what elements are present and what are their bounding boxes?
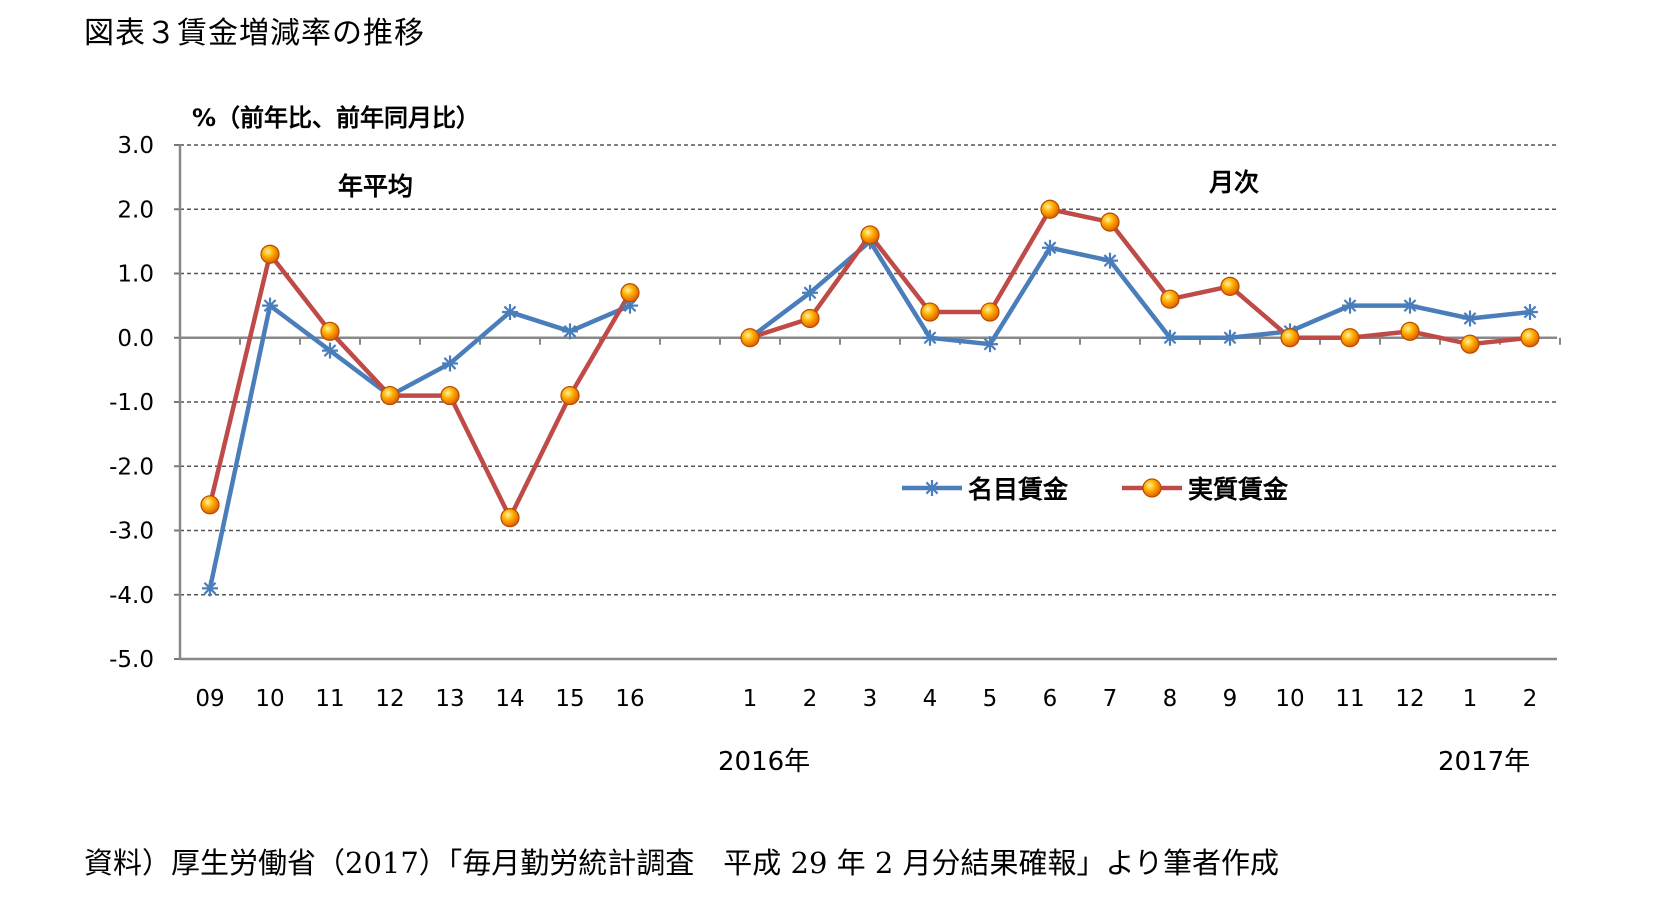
x-tick-label: 2: [1523, 686, 1538, 712]
legend-label: 実質賃金: [1188, 475, 1289, 504]
x-tick-label: 1: [743, 686, 758, 712]
x-tick-label: 9: [1223, 686, 1238, 712]
data-point-circle: [860, 225, 880, 245]
data-point-asterisk: [562, 323, 578, 340]
x-tick-label: 6: [1043, 686, 1058, 712]
series-line: [748, 239, 1531, 347]
data-point-circle: [620, 283, 640, 303]
data-point-asterisk: [802, 284, 818, 301]
x-tick-label: 09: [195, 686, 224, 712]
legend-item: 名目賃金: [902, 475, 1069, 504]
y-tick-label: -2.0: [109, 454, 154, 480]
data-point-circle: [1520, 328, 1540, 348]
data-point-circle: [440, 385, 460, 406]
x-tick-label: 10: [1275, 686, 1304, 712]
data-point-circle: [380, 385, 400, 406]
x-tick-label: 11: [1335, 686, 1364, 712]
data-point-circle: [920, 302, 940, 322]
x-tick-label: 1: [1463, 686, 1478, 712]
x-tick-label: 12: [375, 686, 404, 712]
data-point-asterisk: [1342, 297, 1358, 314]
series-markers: [200, 199, 1540, 597]
series-line: [207, 303, 631, 589]
y-axis-label: %（前年比、前年同月比）: [192, 104, 480, 132]
data-point-asterisk: [322, 342, 338, 359]
legend: 名目賃金 実質賃金: [902, 475, 1289, 504]
data-point-circle: [980, 302, 1000, 322]
data-point-asterisk: [1402, 297, 1418, 314]
x-tick-label: 10: [255, 686, 284, 712]
x-tick-label: 2: [803, 686, 818, 712]
y-tick-label: 3.0: [117, 133, 154, 159]
data-point-asterisk: [202, 580, 218, 597]
x-tick-label: 7: [1103, 686, 1118, 712]
data-point-circle: [740, 328, 760, 348]
data-point-asterisk: [924, 480, 940, 496]
y-tick-label: 2.0: [117, 197, 154, 223]
data-point-circle: [1220, 276, 1240, 296]
data-point-asterisk: [922, 329, 938, 346]
source-note: 資料）厚生労働省（2017）「毎月勤労統計調査 平成 29 年 2 月分結果確報…: [84, 846, 1279, 880]
figure-title: 図表３賃金増減率の推移: [84, 16, 425, 51]
series-line: [749, 207, 1531, 347]
data-point-asterisk: [1522, 304, 1538, 321]
y-tick-label: -3.0: [109, 519, 154, 545]
data-point-asterisk: [1042, 239, 1058, 256]
monthly-section-label: 月次: [1208, 168, 1259, 197]
y-tick-label: -5.0: [109, 647, 154, 673]
chart-labels: %（前年比、前年同月比） 年平均 月次 2016年 2017年: [192, 104, 1530, 777]
x-tick-label: 8: [1163, 686, 1178, 712]
data-point-asterisk: [262, 297, 278, 314]
legend-label: 名目賃金: [968, 475, 1069, 504]
data-point-circle: [1460, 334, 1480, 354]
data-point-circle: [260, 244, 280, 264]
data-point-asterisk: [502, 304, 518, 321]
series-line: [207, 251, 632, 520]
data-point-asterisk: [1162, 329, 1178, 346]
data-point-circle: [500, 508, 520, 528]
data-point-circle: [800, 308, 820, 329]
data-point-circle: [1100, 212, 1120, 232]
y-tick-label: 0.0: [117, 326, 154, 352]
data-point-circle: [1340, 328, 1360, 348]
x-tick-label: 4: [923, 686, 938, 712]
data-point-circle: [320, 321, 340, 341]
x-tick-label: 14: [495, 686, 524, 712]
x-tick-label: 5: [983, 686, 998, 712]
data-point-circle: [1160, 289, 1180, 309]
y-tick-label: -4.0: [109, 583, 154, 609]
data-point-circle: [1142, 478, 1162, 498]
year-label-2017: 2017年: [1438, 747, 1530, 777]
x-tick-label: 12: [1395, 686, 1424, 712]
x-tick-label: 16: [615, 686, 644, 712]
year-label-2016: 2016年: [718, 747, 810, 777]
x-tick-label: 3: [863, 686, 878, 712]
data-point-asterisk: [1462, 310, 1478, 327]
line-chart: 3.02.01.00.0-1.0-2.0-3.0-4.0-5.009 10 11 12…: [109, 104, 1561, 777]
legend-item: 実質賃金: [1122, 475, 1289, 504]
data-point-circle: [1040, 199, 1060, 219]
data-point-circle: [560, 385, 580, 406]
data-point-circle: [1280, 328, 1300, 348]
data-point-asterisk: [442, 355, 458, 372]
data-point-asterisk: [982, 336, 998, 353]
x-tick-label: 13: [435, 686, 464, 712]
data-point-asterisk: [1222, 329, 1238, 346]
y-tick-label: 1.0: [117, 262, 154, 288]
grid-lines: [180, 144, 1557, 596]
x-tick-label: 11: [315, 686, 344, 712]
x-tick-label: 15: [555, 686, 584, 712]
data-point-asterisk: [1102, 252, 1118, 269]
series-lines: [207, 207, 1531, 589]
data-point-circle: [200, 495, 220, 515]
axes: 3.02.01.00.0-1.0-2.0-3.0-4.0-5.009 10 11 12…: [109, 133, 1561, 712]
data-point-circle: [1400, 321, 1420, 341]
y-tick-label: -1.0: [109, 390, 154, 416]
annual-section-label: 年平均: [338, 172, 413, 201]
